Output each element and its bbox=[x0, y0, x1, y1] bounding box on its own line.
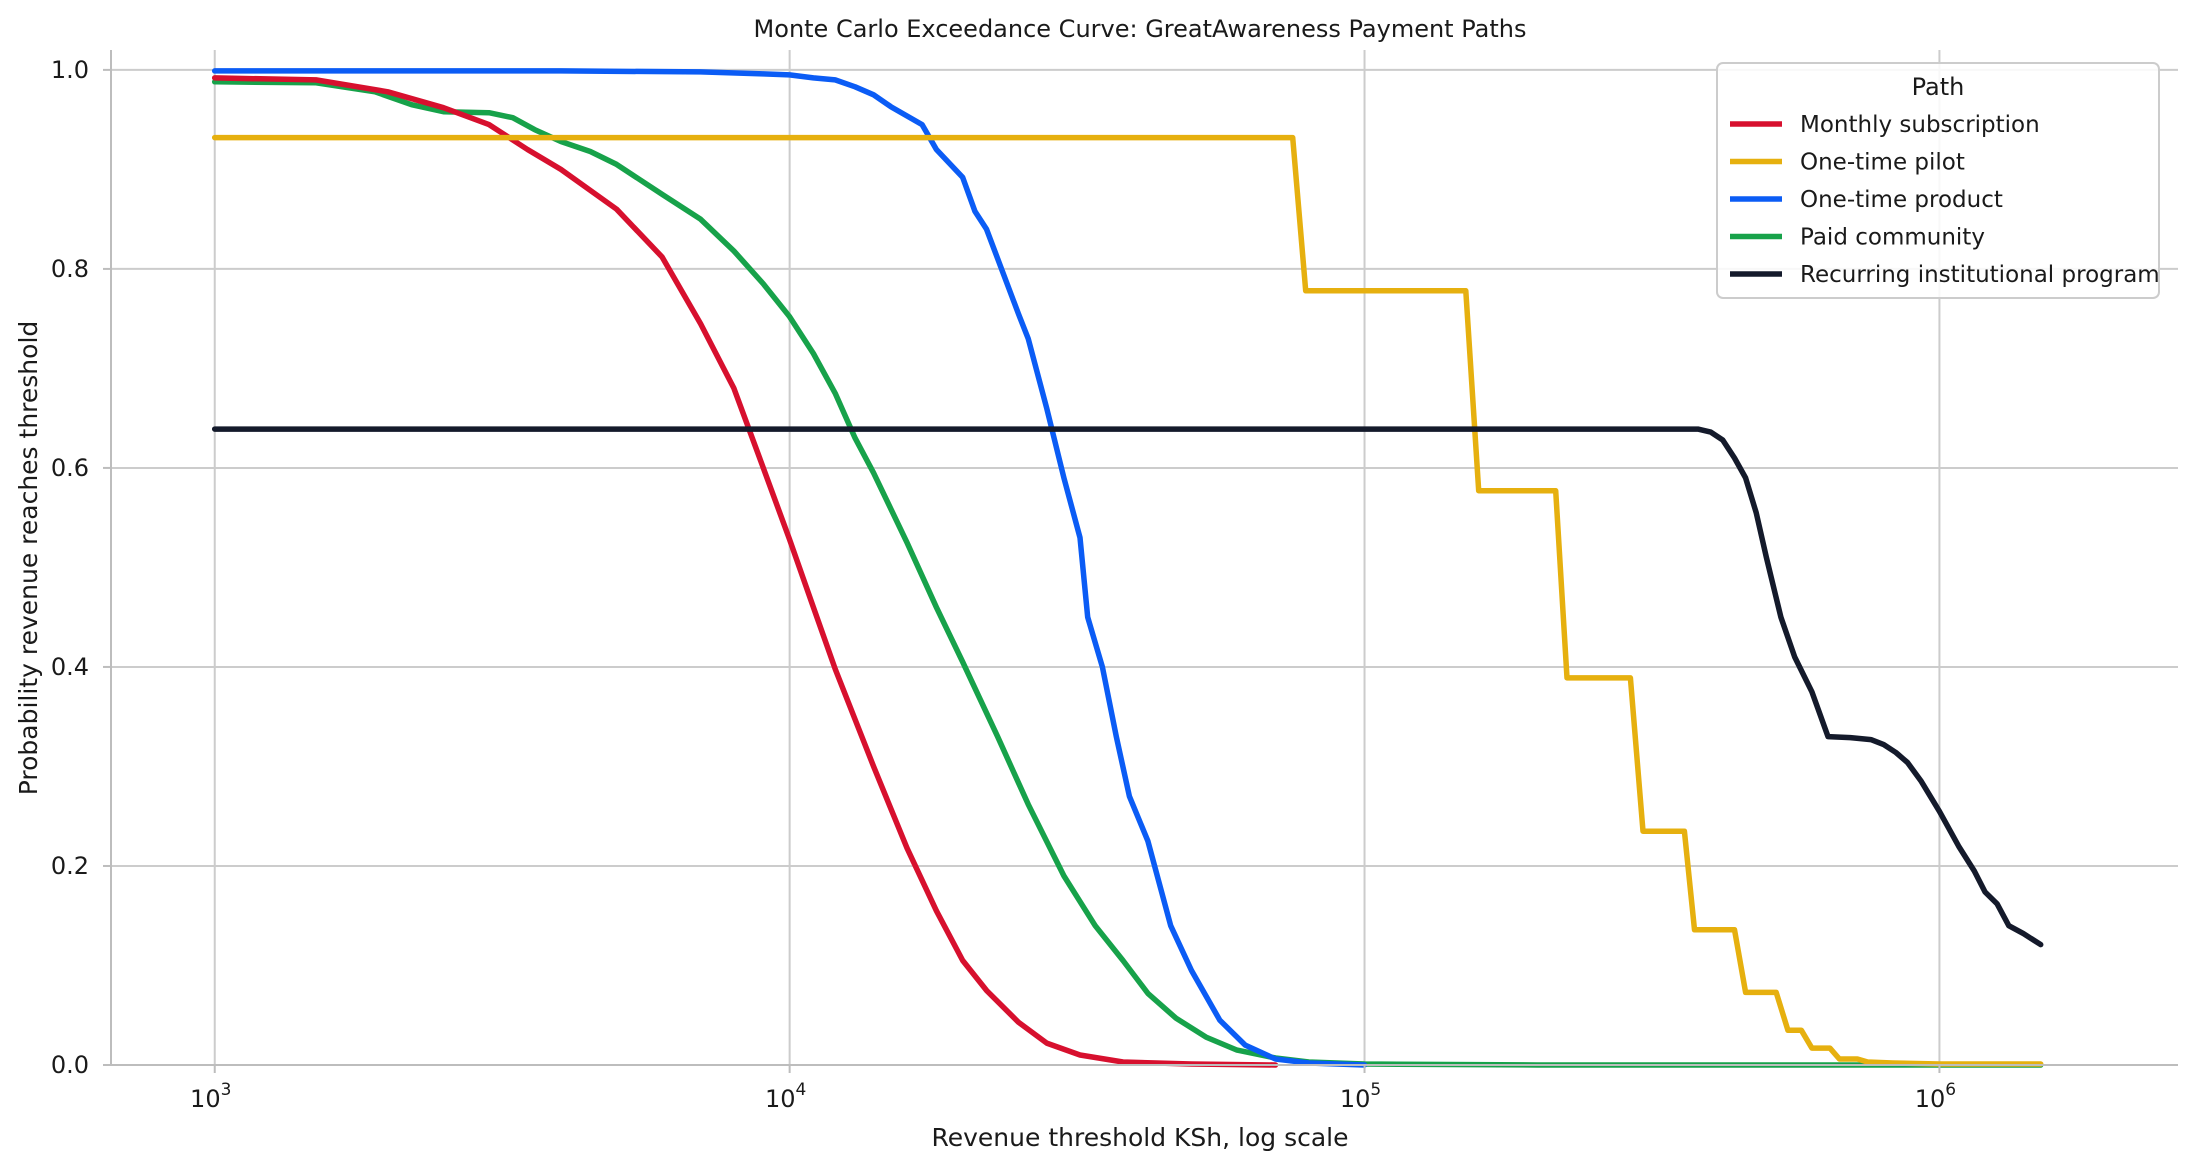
y-ticks: 0.0 0.2 0.4 0.6 0.8 1.0 bbox=[51, 56, 111, 1079]
series-line-recurring-institutional-program bbox=[211, 426, 2044, 948]
series-line-one-time-product bbox=[211, 68, 1368, 1068]
series-line-paid-community bbox=[211, 79, 2044, 1068]
legend-title: Path bbox=[1912, 73, 1965, 101]
y-tick-label: 0.6 bbox=[51, 454, 89, 482]
x-tick-label: 105 bbox=[1340, 1080, 1381, 1113]
y-tick-label: 0.8 bbox=[51, 255, 89, 283]
legend: Path Monthly subscription One-time pilot O… bbox=[1716, 62, 2160, 299]
plot-area bbox=[211, 68, 2044, 1068]
y-axis-label: Probability revenue reaches threshold bbox=[14, 321, 43, 796]
axes bbox=[110, 50, 2178, 1066]
legend-label-paid-community: Paid community bbox=[1800, 225, 1985, 251]
legend-frame bbox=[1716, 62, 2160, 299]
series-line-one-time-pilot bbox=[211, 134, 2044, 1067]
legend-label-monthly-subscription: Monthly subscription bbox=[1800, 112, 2040, 138]
legend-label-recurring-institutional-program: Recurring institutional program bbox=[1800, 262, 2160, 288]
x-axis-label: Revenue threshold KSh, log scale bbox=[932, 1123, 1349, 1152]
y-tick-label: 0.2 bbox=[51, 852, 89, 880]
legend-label-one-time-pilot: One-time pilot bbox=[1800, 150, 1965, 176]
y-tick-label: 0.0 bbox=[51, 1051, 89, 1079]
series-line-monthly-subscription bbox=[211, 75, 1279, 1068]
legend-items: Monthly subscription One-time pilot One-ti… bbox=[1730, 112, 2160, 288]
x-tick-label: 106 bbox=[1915, 1080, 1956, 1113]
chart-title: Monte Carlo Exceedance Curve: GreatAware… bbox=[754, 15, 1527, 43]
x-tick-label: 103 bbox=[190, 1080, 231, 1113]
x-ticks: 103 104 105 106 bbox=[190, 1065, 1956, 1113]
x-tick-label: 104 bbox=[765, 1080, 806, 1113]
legend-label-one-time-product: One-time product bbox=[1800, 187, 2003, 213]
y-tick-label: 1.0 bbox=[51, 56, 89, 84]
y-tick-label: 0.4 bbox=[51, 653, 89, 681]
